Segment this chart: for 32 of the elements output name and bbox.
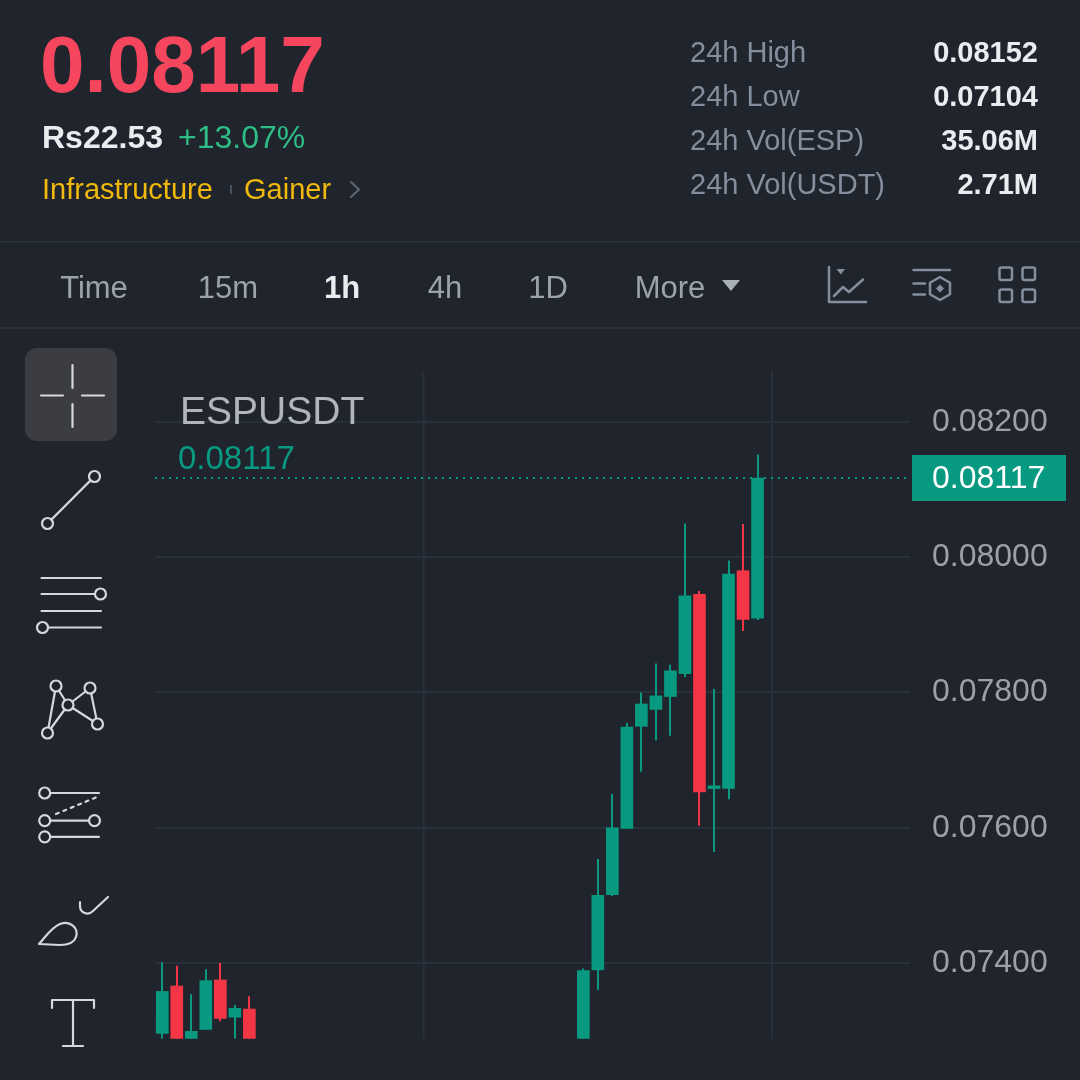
y-tick-label: 0.07800	[932, 672, 1048, 709]
text: ESPUSDT	[180, 388, 365, 432]
candlestick	[649, 662, 663, 742]
y-tick-label: 0.08200	[932, 401, 1048, 438]
text: 24h Low	[690, 79, 800, 112]
y-tick-label: 0.07400	[932, 942, 1048, 979]
text: 2.71M	[957, 167, 1038, 200]
candlestick	[707, 688, 721, 854]
text: 0.08152	[933, 35, 1038, 68]
text: 24h Vol(ESP)	[690, 123, 865, 156]
chart-title: 0.08117	[932, 458, 1046, 495]
ref-line-label: 0.08117	[178, 439, 295, 477]
text: 35.06M	[941, 123, 1038, 156]
text: 24h High	[690, 35, 807, 68]
text: 15m	[197, 269, 259, 305]
text: 1D	[528, 269, 568, 305]
text: 24h Vol(USDT)	[690, 167, 886, 200]
candlestick	[184, 993, 198, 1039]
candlestick	[228, 1003, 242, 1039]
text: Rs22.53	[42, 119, 163, 155]
y-tick-label: 0.08000	[932, 537, 1048, 574]
text: +13.07%	[178, 119, 306, 155]
text: Time	[60, 269, 128, 305]
y-tick-label: 0.07600	[932, 807, 1048, 844]
text: 1h	[323, 269, 361, 305]
text: Infrastructure	[42, 172, 213, 205]
text: 0.07104	[933, 79, 1038, 112]
text: 4h	[427, 269, 463, 305]
candlestick	[635, 691, 648, 773]
text: 0.08117	[40, 20, 325, 109]
text: More	[634, 269, 706, 305]
text: Gainer	[244, 172, 332, 205]
